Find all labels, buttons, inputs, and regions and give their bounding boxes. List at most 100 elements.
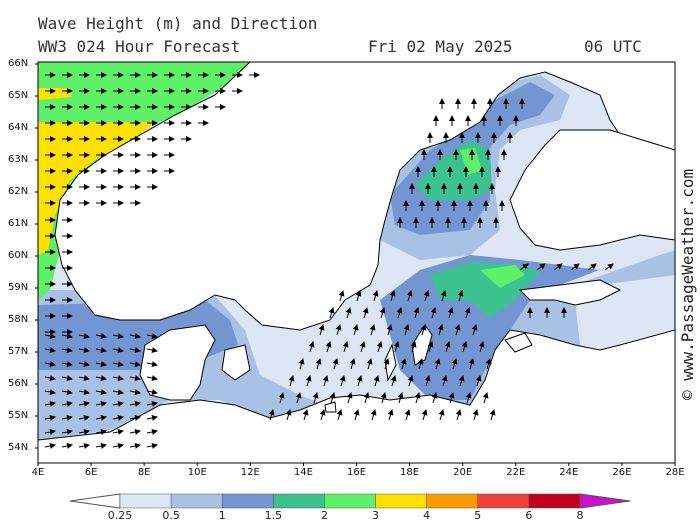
wave-arrow [146, 347, 158, 353]
wave-arrow [95, 361, 107, 367]
wave-arrow [78, 375, 90, 381]
denmark-land [139, 324, 216, 401]
latitude-label: 55N [8, 410, 29, 421]
wave-arrow [485, 358, 492, 370]
wave-arrow [396, 307, 403, 319]
wave-arrow [437, 324, 444, 336]
wave-arrow [444, 341, 451, 353]
wave-arrow [61, 333, 73, 339]
wave-arrow [44, 443, 56, 449]
wave-arrow [370, 409, 377, 421]
wave-arrow [410, 341, 417, 353]
forecast-date: Fri 02 May 2025 [368, 37, 513, 56]
wave-arrow [465, 392, 472, 404]
wave-arrow [288, 375, 295, 387]
wave-arrow [112, 333, 124, 339]
wave-arrow [129, 443, 141, 449]
latitude-label: 62N [8, 186, 29, 197]
wave-arrow [359, 341, 366, 353]
wave-arrow [536, 263, 546, 271]
wave-arrow [413, 307, 420, 319]
wave-arrow [44, 347, 56, 353]
wave-arrow [342, 341, 349, 353]
model-forecast-label: WW3 024 Hour Forecast [38, 37, 241, 56]
legend-color-swatch [69, 493, 121, 509]
wave-direction-arrows [44, 72, 614, 449]
wave-arrow [482, 392, 489, 404]
legend-color-swatch [579, 493, 631, 509]
wave-arrow [387, 409, 394, 421]
wave-arrow [112, 415, 124, 421]
longitude-label: 10E [187, 467, 207, 478]
wave-arrow [129, 429, 141, 435]
wave-arrow [369, 324, 376, 336]
wave-arrow [315, 358, 322, 370]
wave-arrow [95, 443, 107, 449]
wave-arrow [414, 392, 421, 404]
oland-land [384, 343, 397, 382]
wave-arrow [44, 375, 56, 381]
wave-arrow [61, 375, 73, 381]
wave-arrow [458, 375, 465, 387]
wave-arrow [380, 392, 387, 404]
wave-arrow [146, 361, 158, 367]
wave-arrow [285, 409, 292, 421]
wave-arrow [472, 409, 479, 421]
wave-arrow [362, 307, 369, 319]
longitude-label: 6E [84, 467, 98, 478]
wave-arrow [570, 263, 580, 271]
latitude-label: 66N [8, 58, 29, 69]
latitude-label: 64N [8, 122, 29, 133]
longitude-label: 24E [559, 467, 579, 478]
wave-arrow [403, 324, 410, 336]
wave-arrow [61, 401, 73, 407]
wave-arrow [464, 307, 471, 319]
forecast-time: 06 UTC [584, 37, 642, 56]
wave-arrow [44, 401, 56, 407]
wave-arrow [338, 290, 345, 302]
latitude-label: 54N [8, 442, 29, 453]
wave-arrow [146, 389, 158, 395]
wave-arrow [112, 429, 124, 435]
wave-arrow [475, 375, 482, 387]
longitude-label: 12E [240, 467, 260, 478]
wave-arrow [328, 307, 335, 319]
latitude-label: 59N [8, 282, 29, 293]
finland-land [509, 129, 675, 251]
wave-arrow [336, 409, 343, 421]
wave-arrow [424, 375, 431, 387]
wave-arrow [61, 361, 73, 367]
wave-arrow [305, 375, 312, 387]
credit-watermark: © www.PassageWeather.com [678, 168, 697, 400]
wave-arrow [406, 290, 413, 302]
wave-arrow [78, 443, 90, 449]
wave-arrow [386, 324, 393, 336]
wave-arrow [95, 333, 107, 339]
wave-arrow [44, 361, 56, 367]
wave-arrow [339, 375, 346, 387]
wave-arrow [400, 358, 407, 370]
wave-arrow [44, 429, 56, 435]
zealand-land [221, 344, 251, 381]
latitude-label: 63N [8, 154, 29, 165]
wave-arrow [427, 341, 434, 353]
wave-arrow [302, 409, 309, 421]
wave-arrow [404, 409, 411, 421]
wave-arrow [129, 333, 141, 339]
latitude-label: 56N [8, 378, 29, 389]
wave-band-2-3 [38, 62, 525, 300]
wave-arrow [346, 392, 353, 404]
wave-arrow [519, 263, 529, 271]
wave-arrow [95, 415, 107, 421]
wave-arrow [407, 375, 414, 387]
wave-arrow [78, 401, 90, 407]
saaremaa-land [504, 332, 533, 353]
legend-color-swatch [375, 493, 427, 509]
wave-arrow [553, 263, 563, 271]
legend-color-swatch [477, 493, 530, 509]
map-title: Wave Height (m) and Direction [38, 14, 318, 33]
wave-arrow [112, 361, 124, 367]
estonia-land [518, 279, 622, 306]
wave-arrow [308, 341, 315, 353]
